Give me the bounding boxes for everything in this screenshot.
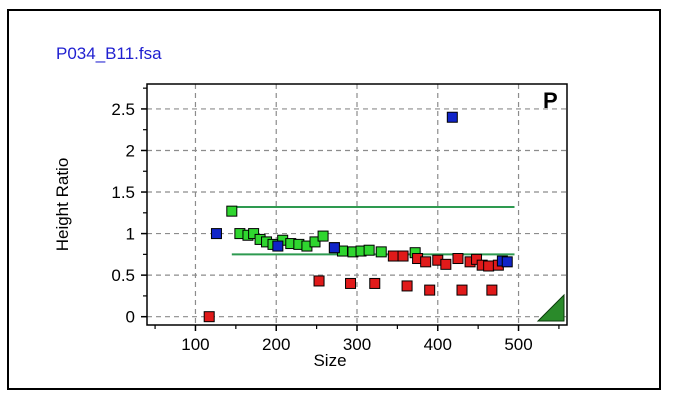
data-point-blue	[501, 256, 513, 268]
y-axis-label: Height Ratio	[53, 158, 72, 252]
data-point-red	[452, 253, 464, 265]
y-tick-label: 0	[126, 308, 135, 327]
data-point-red	[203, 311, 215, 323]
data-point-red	[369, 277, 381, 289]
data-point-green	[248, 228, 260, 240]
data-point-green	[363, 244, 375, 256]
data-point-red	[471, 253, 483, 265]
y-tick-label: 1.5	[111, 183, 135, 202]
y-tick-label: 1	[126, 225, 135, 244]
data-point-red	[401, 280, 413, 292]
plot-border	[146, 83, 568, 326]
data-point-red	[313, 275, 325, 287]
axes	[141, 83, 568, 331]
x-axis-label: Size	[313, 351, 346, 370]
data-point-green	[309, 236, 321, 248]
data-point-red	[420, 256, 432, 268]
corner-label: P	[543, 88, 558, 113]
data-point-green	[375, 246, 387, 258]
file-title: P034_B11.fsa	[56, 44, 162, 63]
data-point-green	[226, 205, 238, 217]
data-points	[203, 111, 513, 323]
data-point-red	[486, 284, 498, 296]
data-point-blue	[272, 240, 284, 252]
grid-lines	[147, 84, 567, 325]
tick-labels: 100 200 300 400 500 0 0.5 1 1.5 2 2.5	[111, 100, 532, 354]
x-tick-label: 400	[424, 335, 452, 354]
x-tick-label: 500	[504, 335, 532, 354]
data-point-blue	[328, 242, 340, 254]
data-point-red	[387, 250, 399, 262]
data-point-red	[397, 250, 409, 262]
x-tick-label: 200	[262, 335, 290, 354]
data-point-blue	[446, 111, 458, 123]
data-point-red	[456, 284, 468, 296]
data-point-red	[440, 258, 452, 270]
y-tick-label: 0.5	[111, 266, 135, 285]
corner-triangle-icon	[536, 293, 565, 322]
y-tick-label: 2.5	[111, 100, 135, 119]
data-point-red	[424, 284, 436, 296]
data-point-red	[483, 260, 495, 272]
data-point-blue	[210, 228, 222, 240]
x-tick-label: 100	[181, 335, 209, 354]
data-point-red	[345, 277, 357, 289]
x-tick-label: 300	[343, 335, 371, 354]
data-point-green	[317, 230, 329, 242]
y-tick-label: 2	[126, 141, 135, 160]
